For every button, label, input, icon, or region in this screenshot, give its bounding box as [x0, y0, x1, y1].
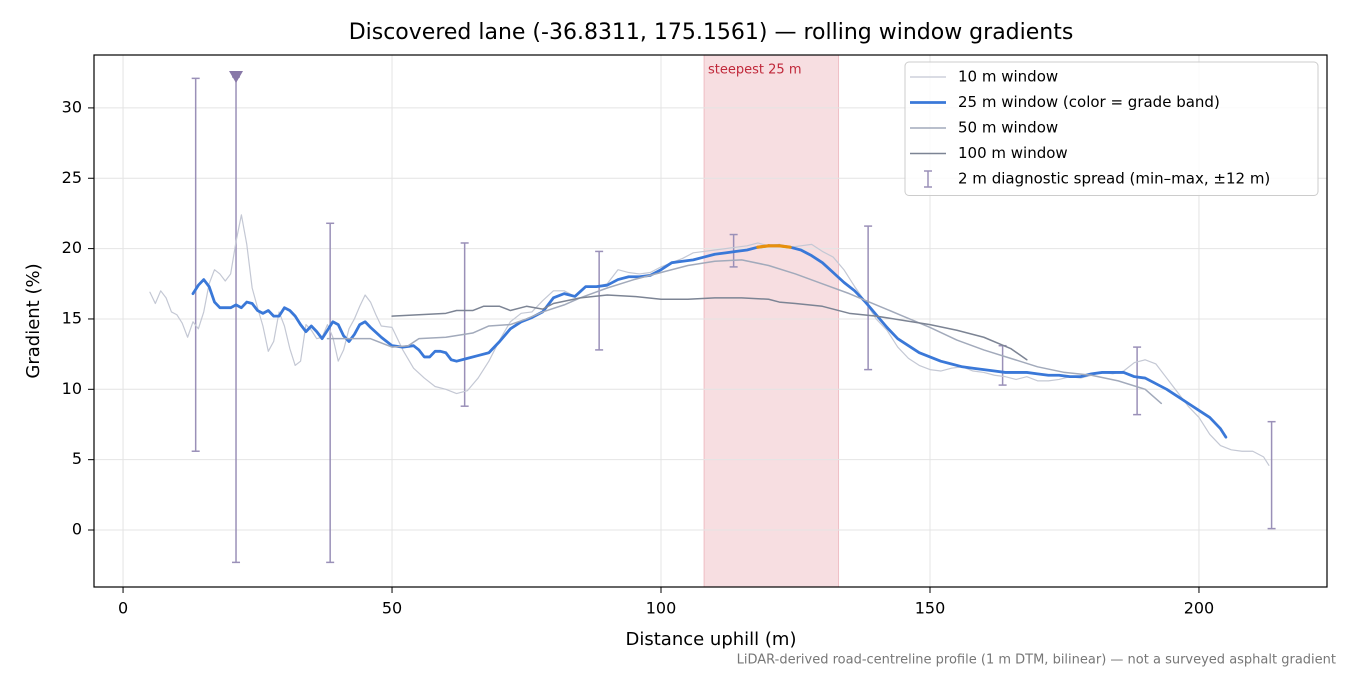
y-tick-label: 20 [62, 238, 82, 257]
plot-frame [93, 54, 1328, 588]
error-bar [595, 250, 604, 351]
error-bar [326, 222, 335, 564]
x-tick-label: 100 [646, 599, 677, 618]
highlight-span [703, 54, 840, 588]
legend-label: 10 m window [958, 68, 1058, 86]
error-bar [1267, 420, 1276, 530]
series-line [191, 244, 1228, 439]
y-tick-label: 5 [72, 449, 82, 468]
x-tick-label: 50 [382, 599, 402, 618]
grade-band-segment [777, 244, 792, 249]
legend-label: 25 m window (color = grade band) [958, 93, 1220, 111]
y-tick-label: 25 [62, 168, 82, 187]
error-bar [1133, 346, 1142, 416]
error-bar [998, 344, 1007, 386]
error-bar [864, 225, 873, 371]
legend-label: 2 m diagnostic spread (min–max, ±12 m) [958, 170, 1270, 188]
chart-title: Discovered lane (-36.8311, 175.1561) — r… [349, 20, 1074, 45]
outlier-marker [229, 70, 244, 83]
x-tick-label: 200 [1184, 599, 1215, 618]
series-line [391, 294, 1028, 361]
y-tick-label: 15 [62, 308, 82, 327]
grade-band-segment [756, 244, 771, 249]
footnote: LiDAR-derived road-centreline profile (1… [737, 653, 1336, 668]
legend-label: 50 m window [958, 119, 1058, 137]
x-axis-label: Distance uphill (m) [626, 629, 797, 650]
error-bar [460, 242, 469, 407]
span-label: steepest 25 m [708, 63, 801, 78]
y-tick-label: 30 [62, 97, 82, 116]
y-tick-label: 0 [72, 520, 82, 539]
y-tick-label: 10 [62, 379, 82, 398]
x-tick-label: 0 [118, 599, 128, 618]
x-tick-label: 150 [915, 599, 946, 618]
error-bar [191, 77, 200, 452]
y-axis-label: Gradient (%) [23, 263, 44, 378]
error-bar [232, 76, 241, 564]
series-line [326, 259, 1163, 405]
legend-box [904, 61, 1319, 196]
legend-label: 100 m window [958, 144, 1068, 162]
